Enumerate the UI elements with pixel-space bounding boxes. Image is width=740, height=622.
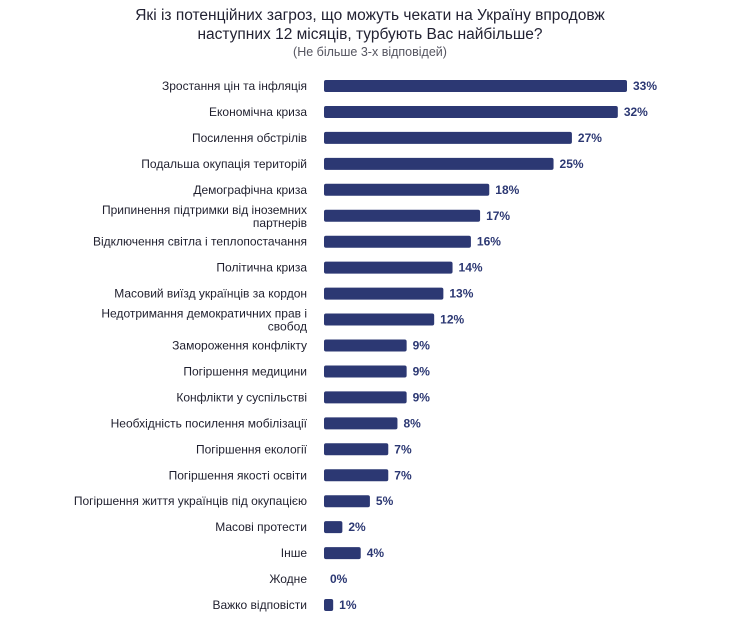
- value-label: 9%: [413, 339, 431, 353]
- value-label: 17%: [486, 209, 510, 223]
- bar: [324, 365, 407, 378]
- category-label: Зростання цін та інфляція: [162, 79, 307, 93]
- category-label: Погіршення якості освіти: [169, 468, 307, 482]
- category-label: Припинення підтримки від іноземних партне…: [102, 203, 307, 230]
- category-label-line: свобод: [268, 320, 307, 334]
- bar: [324, 391, 407, 404]
- value-label: 13%: [449, 287, 473, 301]
- value-label: 18%: [495, 183, 519, 197]
- category-label: Погіршення життя українців під окупацією: [74, 494, 307, 508]
- bar: [324, 547, 361, 560]
- category-label: Демографічна криза: [193, 183, 307, 197]
- bar: [324, 521, 343, 534]
- category-label: Економічна криза: [209, 105, 307, 119]
- bar: [324, 287, 444, 300]
- category-label: Недотримання демократичних прав і свобод: [101, 307, 307, 334]
- bar: [324, 157, 554, 170]
- bar: [324, 495, 370, 508]
- category-label: Важко відповісти: [212, 598, 307, 612]
- value-label: 7%: [394, 442, 412, 456]
- category-label-line: Недотримання демократичних прав і: [101, 307, 307, 321]
- bar: [324, 105, 618, 118]
- bar: [324, 183, 490, 196]
- bar: [324, 261, 453, 274]
- bar: [324, 339, 407, 352]
- category-label: Замороження конфлікту: [172, 339, 307, 353]
- value-label: 14%: [459, 261, 483, 275]
- category-label: Масові протести: [215, 520, 307, 534]
- category-label-line: Припинення підтримки від іноземних: [102, 203, 307, 217]
- bar: [324, 599, 334, 611]
- bar: [324, 131, 572, 144]
- value-label: 4%: [367, 546, 385, 560]
- bar: [324, 417, 398, 430]
- bar: [324, 80, 627, 92]
- bar: [324, 469, 389, 482]
- category-label: Інше: [281, 546, 308, 560]
- value-label: 25%: [560, 157, 584, 171]
- chart-title-line-1: Які із потенційних загроз, що можуть чек…: [135, 7, 605, 24]
- value-label: 8%: [403, 416, 421, 430]
- value-label: 33%: [633, 79, 657, 93]
- value-label: 7%: [394, 468, 412, 482]
- chart-subtitle: (Не більше 3-х відповідей): [293, 45, 447, 59]
- category-label: Посилення обстрілів: [192, 131, 307, 145]
- value-label: 9%: [413, 364, 431, 378]
- category-label-line: партнерів: [253, 216, 307, 230]
- chart-title-line-2: наступних 12 місяців, турбують Вас найбі…: [197, 26, 543, 43]
- bar: [324, 235, 471, 248]
- value-label: 5%: [376, 494, 394, 508]
- value-label: 12%: [440, 313, 464, 327]
- value-label: 0%: [330, 572, 348, 586]
- category-label: Відключення світла і теплопостачання: [93, 235, 307, 249]
- value-label: 9%: [413, 390, 431, 404]
- chart-title-block: Які із потенційних загроз, що можуть чек…: [0, 6, 740, 60]
- category-label: Масовий виїзд українців за кордон: [114, 287, 307, 301]
- value-label: 1%: [339, 598, 357, 612]
- value-label: 2%: [348, 520, 366, 534]
- value-label: 27%: [578, 131, 602, 145]
- category-label: Необхідність посилення мобілізації: [111, 416, 308, 430]
- category-label: Погіршення медицини: [183, 364, 307, 378]
- category-label: Жодне: [269, 572, 307, 586]
- value-label: 16%: [477, 235, 501, 249]
- bar: [324, 443, 389, 456]
- category-label: Конфлікти у суспільстві: [176, 390, 307, 404]
- category-label: Подальша окупація територій: [141, 157, 307, 171]
- bar: [324, 209, 481, 222]
- value-label: 32%: [624, 105, 648, 119]
- bar: [324, 313, 435, 326]
- category-label: Політична криза: [216, 261, 307, 275]
- category-label: Погіршення екології: [196, 442, 308, 456]
